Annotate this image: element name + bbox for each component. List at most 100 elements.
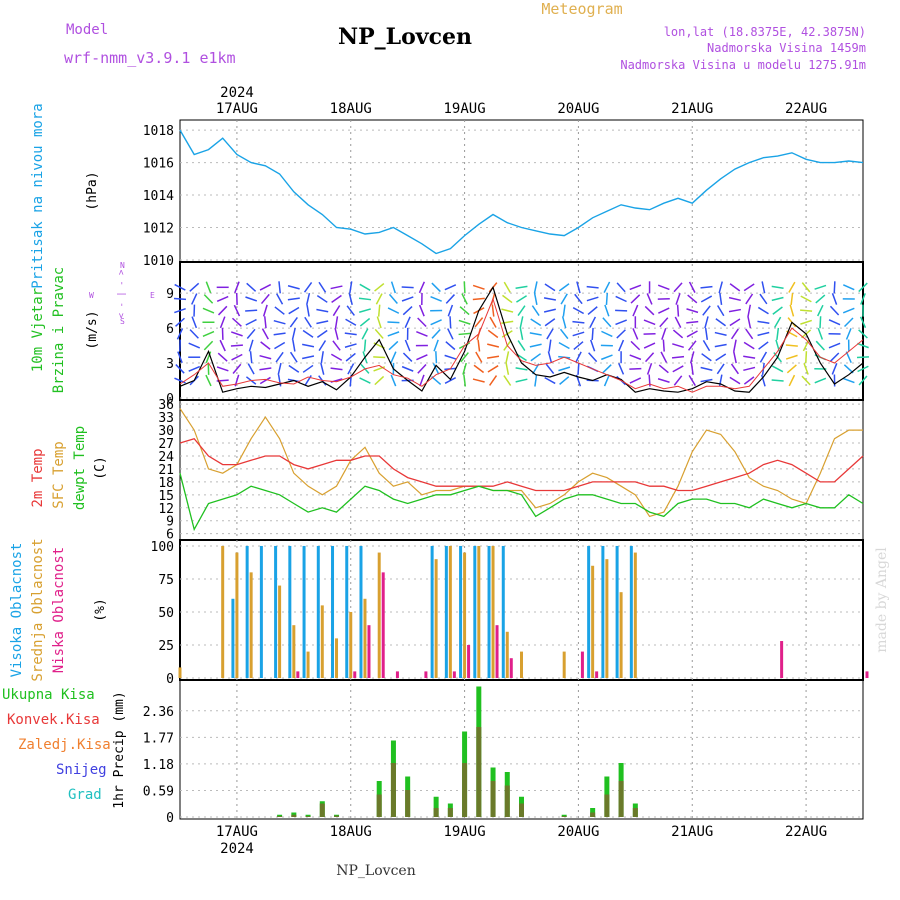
precip-conv-bar bbox=[504, 785, 510, 817]
wind-barb bbox=[402, 305, 413, 316]
wind-barb bbox=[330, 285, 343, 290]
wind-barb bbox=[785, 344, 798, 347]
wind-barb bbox=[644, 352, 655, 363]
y-tick-label: 2.36 bbox=[143, 705, 174, 720]
wind-barb bbox=[249, 351, 253, 364]
wind-barb bbox=[761, 374, 766, 387]
wind-barb bbox=[318, 281, 327, 293]
wind-barb bbox=[586, 285, 599, 289]
wind-barb bbox=[401, 286, 414, 289]
wind-barb bbox=[444, 377, 457, 385]
wind-barb bbox=[716, 363, 725, 375]
wind-barb bbox=[345, 318, 357, 326]
wind-barb bbox=[561, 316, 567, 329]
y-tick-label: 0 bbox=[166, 392, 174, 407]
wind-barb bbox=[359, 308, 371, 313]
wind-barb bbox=[544, 283, 556, 292]
wind-barb bbox=[630, 340, 641, 351]
wind-barb bbox=[331, 294, 342, 304]
wind-barb bbox=[316, 308, 329, 313]
wind-barb bbox=[800, 309, 813, 312]
wind-barb bbox=[189, 282, 200, 292]
wind-barb bbox=[842, 377, 855, 384]
bottom-day-label: 20AUG bbox=[557, 824, 599, 840]
y-tick-label: 75 bbox=[158, 573, 174, 588]
wind-barb bbox=[289, 351, 298, 363]
wind-barb bbox=[458, 332, 471, 336]
y-tick-label: 1018 bbox=[143, 124, 174, 139]
temp-unit: (C) bbox=[93, 456, 108, 479]
panel-precip bbox=[179, 679, 864, 820]
altitude-text: Nadmorska Visina 1459m bbox=[707, 41, 866, 55]
y-tick-label: 0 bbox=[166, 672, 174, 687]
wind-barb bbox=[205, 351, 212, 364]
cloud-high-bar bbox=[601, 545, 605, 678]
cloud-mid-bar bbox=[562, 651, 566, 678]
wind-barb bbox=[545, 363, 555, 375]
wind-barb bbox=[430, 319, 442, 326]
wind-barb bbox=[732, 351, 737, 364]
wind-barb bbox=[259, 354, 272, 360]
wind-barb bbox=[629, 377, 642, 384]
cloud-mid-bar bbox=[505, 631, 509, 678]
wind-barb bbox=[216, 295, 229, 302]
wind-barb bbox=[202, 307, 215, 314]
wind-barb bbox=[503, 281, 511, 293]
wind-barb bbox=[264, 316, 267, 329]
bottom-day-label: 19AUG bbox=[444, 824, 486, 840]
wind-barb bbox=[174, 307, 186, 314]
wind-barb bbox=[291, 327, 296, 340]
wind-barb bbox=[785, 354, 798, 360]
wind-barb bbox=[602, 364, 612, 374]
wind-barb bbox=[475, 351, 483, 363]
wind-barb bbox=[544, 376, 556, 385]
y-tick-label: 1010 bbox=[143, 254, 174, 269]
wind-barb bbox=[447, 304, 454, 317]
wind-barb bbox=[718, 281, 723, 294]
wind-barb bbox=[800, 295, 812, 303]
wind-barb bbox=[246, 282, 257, 292]
wind-barb bbox=[747, 304, 752, 317]
wind-barb bbox=[602, 317, 612, 328]
cloud-high-bar bbox=[331, 545, 335, 678]
precip-total-bar bbox=[433, 796, 439, 817]
wind-barb bbox=[831, 363, 838, 375]
pressure-unit: (hPa) bbox=[85, 171, 100, 210]
wind-barb bbox=[845, 328, 852, 340]
wind-barb bbox=[519, 327, 524, 340]
wind-barb bbox=[657, 378, 670, 383]
cloud-mid-bar bbox=[178, 667, 182, 678]
wind-barb bbox=[575, 351, 582, 363]
wind-barb bbox=[463, 281, 466, 294]
wind-barb bbox=[330, 353, 343, 361]
wind-barb bbox=[757, 331, 770, 337]
wind-title-2: Brzina i Pravac bbox=[51, 267, 67, 393]
y-tick-label: 21 bbox=[158, 463, 174, 478]
wind-barb bbox=[515, 378, 528, 383]
wind-barb bbox=[334, 327, 339, 340]
wind-barb bbox=[776, 327, 780, 340]
wind-barb bbox=[576, 281, 581, 294]
cloud-high-bar bbox=[302, 545, 306, 678]
cloud-low-bar bbox=[595, 671, 599, 678]
cloud-mid-bar bbox=[619, 592, 623, 678]
wind-barb bbox=[788, 281, 796, 293]
wind-barb bbox=[672, 329, 684, 339]
wind-barb bbox=[773, 316, 782, 328]
wind-barb bbox=[202, 330, 215, 337]
cloud-low-bar bbox=[780, 641, 784, 678]
temp-dew-line bbox=[179, 473, 864, 532]
wind-barb bbox=[588, 352, 598, 363]
y-tick-label: 9 bbox=[166, 515, 174, 530]
wind-barb bbox=[516, 295, 527, 303]
wind-barb bbox=[601, 330, 613, 338]
cloud-low-bar bbox=[452, 671, 456, 678]
wind-barb bbox=[460, 352, 469, 363]
wind-barb bbox=[657, 284, 670, 291]
y-tick-label: 25 bbox=[158, 639, 174, 654]
model-value: wrf-nmm_v3.9.1 e1km bbox=[64, 49, 236, 67]
wind-barb bbox=[771, 296, 784, 302]
wind-barb bbox=[533, 281, 538, 294]
wind-barb bbox=[558, 342, 570, 350]
bottom-day-label: 22AUG bbox=[785, 824, 827, 840]
